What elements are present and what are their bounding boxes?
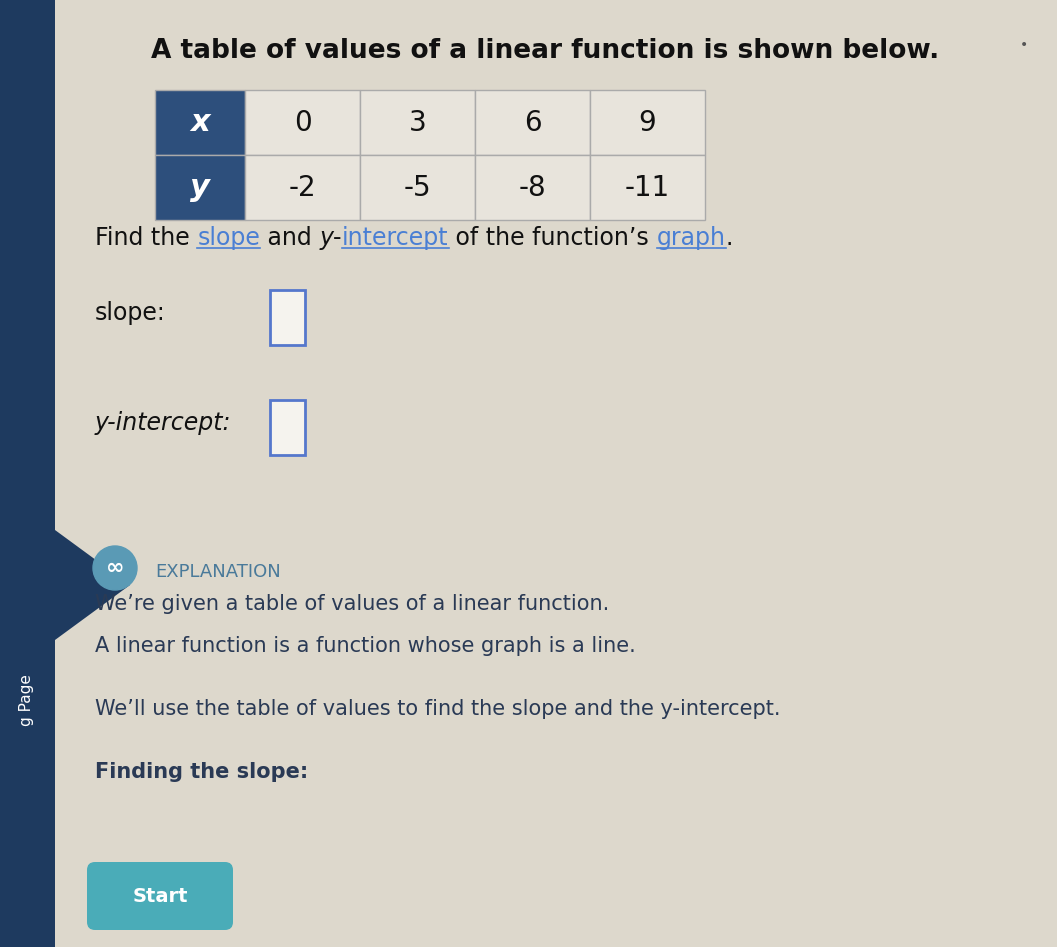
Text: Find the: Find the bbox=[95, 226, 198, 250]
FancyBboxPatch shape bbox=[475, 155, 590, 220]
Text: -8: -8 bbox=[519, 173, 546, 202]
Text: graph: graph bbox=[656, 226, 726, 250]
Text: slope: slope bbox=[198, 226, 260, 250]
Text: A table of values of a linear function is shown below.: A table of values of a linear function i… bbox=[151, 38, 939, 64]
FancyBboxPatch shape bbox=[0, 0, 55, 947]
Text: y-intercept:: y-intercept: bbox=[95, 411, 231, 435]
Text: We’ll use the table of values to find the slope and the y-intercept.: We’ll use the table of values to find th… bbox=[95, 699, 780, 719]
FancyBboxPatch shape bbox=[360, 155, 475, 220]
Text: -5: -5 bbox=[404, 173, 431, 202]
FancyBboxPatch shape bbox=[590, 155, 705, 220]
Circle shape bbox=[93, 546, 137, 590]
Text: y: y bbox=[319, 226, 333, 250]
Text: 6: 6 bbox=[523, 109, 541, 136]
Text: -: - bbox=[333, 226, 341, 250]
Text: -11: -11 bbox=[625, 173, 670, 202]
FancyBboxPatch shape bbox=[475, 90, 590, 155]
FancyBboxPatch shape bbox=[155, 90, 245, 155]
FancyBboxPatch shape bbox=[245, 155, 360, 220]
Text: g Page: g Page bbox=[19, 674, 35, 726]
Text: •: • bbox=[1020, 38, 1028, 52]
FancyBboxPatch shape bbox=[270, 290, 305, 345]
Text: x: x bbox=[190, 108, 209, 137]
Text: Start: Start bbox=[132, 886, 188, 905]
FancyBboxPatch shape bbox=[590, 90, 705, 155]
Text: 0: 0 bbox=[294, 109, 312, 136]
FancyBboxPatch shape bbox=[155, 155, 245, 220]
Text: of the function’s: of the function’s bbox=[448, 226, 656, 250]
Polygon shape bbox=[55, 530, 130, 640]
Text: intercept: intercept bbox=[341, 226, 448, 250]
Text: and: and bbox=[260, 226, 319, 250]
Text: slope:: slope: bbox=[95, 301, 166, 325]
FancyBboxPatch shape bbox=[87, 862, 233, 930]
Text: EXPLANATION: EXPLANATION bbox=[155, 563, 281, 581]
FancyBboxPatch shape bbox=[55, 0, 1057, 947]
FancyBboxPatch shape bbox=[270, 400, 305, 455]
Text: .: . bbox=[726, 226, 734, 250]
Text: A linear function is a function whose graph is a line.: A linear function is a function whose gr… bbox=[95, 636, 635, 656]
Text: We’re given a table of values of a linear function.: We’re given a table of values of a linea… bbox=[95, 594, 609, 614]
FancyBboxPatch shape bbox=[360, 90, 475, 155]
FancyBboxPatch shape bbox=[245, 90, 360, 155]
Text: -2: -2 bbox=[289, 173, 316, 202]
Text: ∞: ∞ bbox=[106, 558, 125, 578]
Text: 9: 9 bbox=[638, 109, 656, 136]
Text: y: y bbox=[190, 173, 210, 202]
Text: Finding the slope:: Finding the slope: bbox=[95, 762, 309, 782]
Text: 3: 3 bbox=[409, 109, 426, 136]
